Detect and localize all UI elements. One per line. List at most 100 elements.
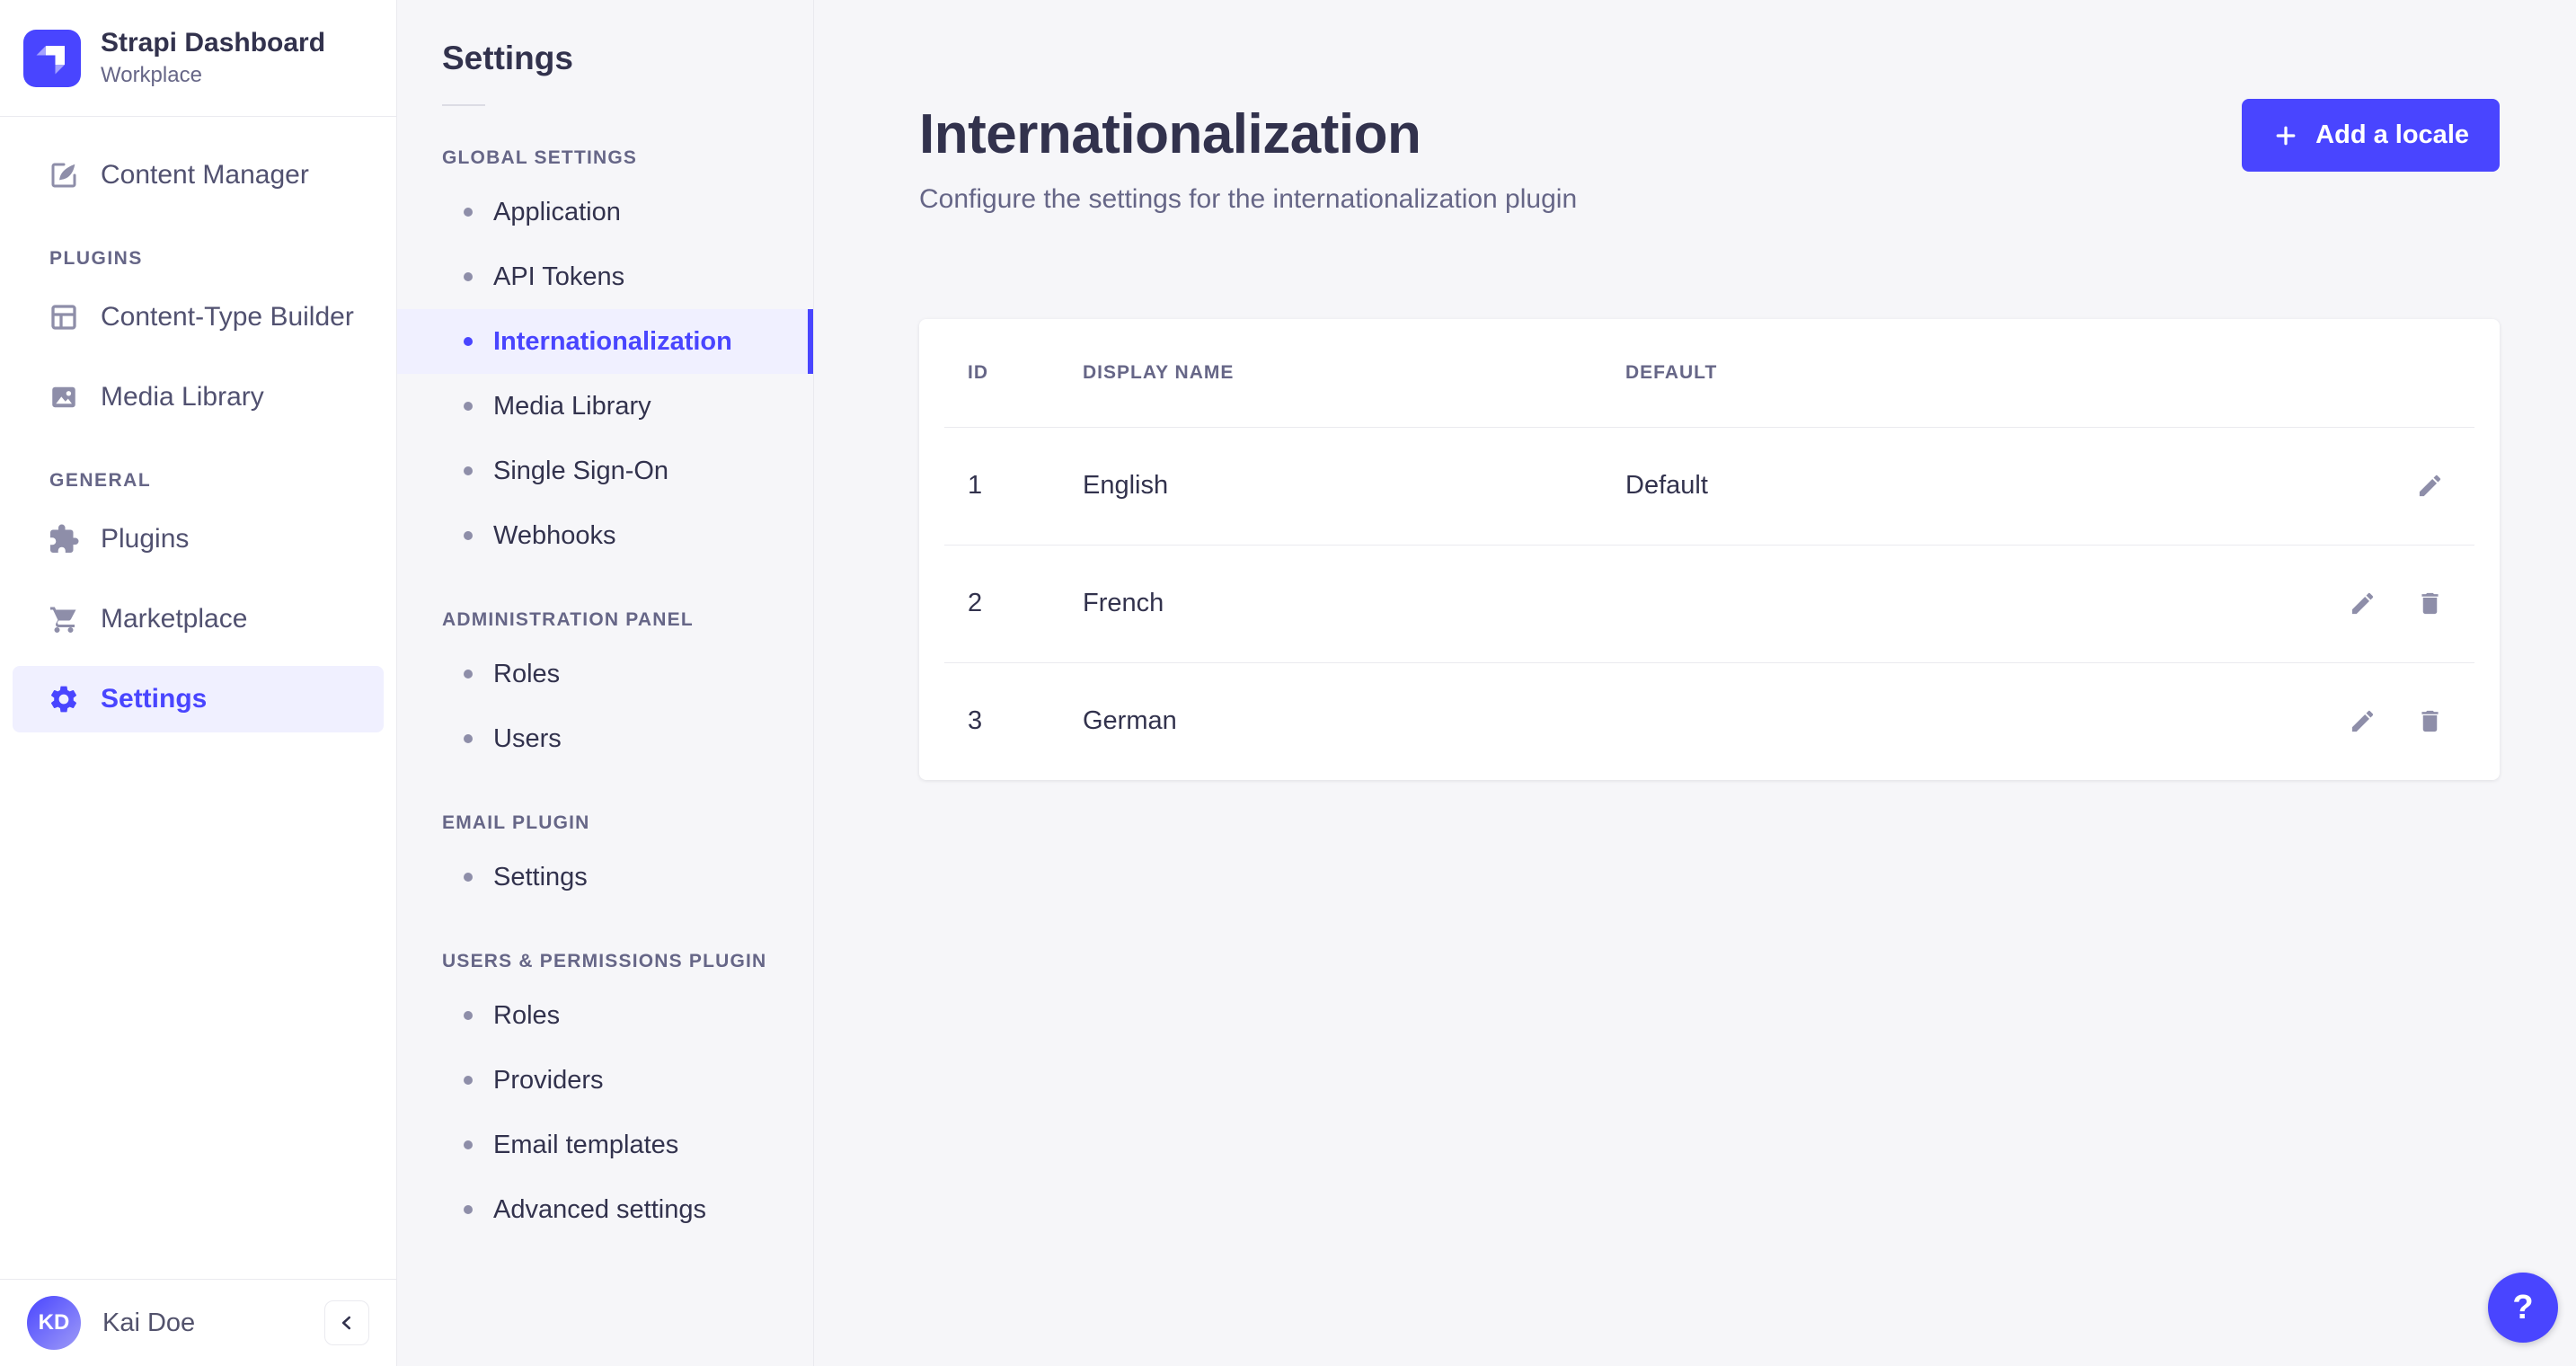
locale-id: 1 bbox=[968, 471, 983, 500]
nav-item-content-type-builder[interactable]: Content-Type Builder bbox=[13, 284, 384, 350]
locale-id: 3 bbox=[968, 706, 983, 735]
subnav-item-internationalization[interactable]: Internationalization bbox=[397, 309, 813, 374]
column-header-id: ID bbox=[968, 362, 988, 383]
table-header-row: ID DISPLAY NAME DEFAULT bbox=[919, 319, 2500, 427]
content-manager-icon bbox=[48, 159, 80, 191]
edit-icon bbox=[2349, 707, 2377, 735]
edit-locale-button[interactable] bbox=[2416, 472, 2444, 500]
nav-item-plugins[interactable]: Plugins bbox=[13, 506, 384, 572]
plus-icon bbox=[2272, 122, 2299, 149]
nav-item-label: Content-Type Builder bbox=[101, 302, 354, 332]
locales-table: ID DISPLAY NAME DEFAULT 1 English Defaul… bbox=[919, 319, 2500, 780]
bullet-dot bbox=[464, 272, 473, 281]
help-button[interactable]: ? bbox=[2488, 1273, 2558, 1343]
delete-icon bbox=[2416, 590, 2444, 617]
edit-icon bbox=[2416, 472, 2444, 500]
content-type-builder-icon bbox=[48, 301, 80, 333]
gear-icon bbox=[48, 683, 80, 715]
subnav-item-application[interactable]: Application bbox=[397, 180, 813, 244]
subnav-title: Settings bbox=[442, 40, 573, 76]
nav-item-label: Media Library bbox=[101, 382, 264, 412]
bullet-dot bbox=[464, 873, 473, 882]
subnav-item-providers[interactable]: Providers bbox=[397, 1048, 813, 1113]
nav-item-label: Content Manager bbox=[101, 160, 309, 190]
subnav-section-label: USERS & PERMISSIONS PLUGIN bbox=[442, 951, 767, 971]
nav-item-media-library[interactable]: Media Library bbox=[13, 364, 384, 430]
bullet-dot bbox=[464, 208, 473, 217]
table-row-english[interactable]: 1 English Default bbox=[919, 427, 2500, 545]
subnav-section-administration-panel: ADMINISTRATION PANEL Roles Users bbox=[397, 609, 813, 771]
subnav-section-email-plugin: EMAIL PLUGIN Settings bbox=[397, 812, 813, 909]
bullet-dot bbox=[464, 1076, 473, 1085]
subnav-section-label: EMAIL PLUGIN bbox=[442, 812, 590, 833]
subnav-item-webhooks[interactable]: Webhooks bbox=[397, 503, 813, 568]
locale-display-name: English bbox=[1083, 471, 1169, 500]
subnav-item-email-templates[interactable]: Email templates bbox=[397, 1113, 813, 1177]
main-sidebar: Strapi Dashboard Workplace Content Manag… bbox=[0, 0, 397, 1366]
main-content: Internationalization Configure the setti… bbox=[814, 0, 2576, 1366]
locale-id: 2 bbox=[968, 589, 983, 617]
edit-locale-button[interactable] bbox=[2349, 590, 2377, 617]
nav-item-content-manager[interactable]: Content Manager bbox=[13, 142, 384, 208]
nav-item-label: Settings bbox=[101, 684, 208, 714]
delete-locale-button[interactable] bbox=[2416, 707, 2444, 735]
subnav-item-media-library[interactable]: Media Library bbox=[397, 374, 813, 439]
subnav-section-label: GLOBAL SETTINGS bbox=[442, 147, 638, 168]
chevron-left-icon bbox=[335, 1311, 359, 1335]
table-row-french[interactable]: 2 French bbox=[919, 545, 2500, 662]
bullet-dot bbox=[464, 1205, 473, 1214]
locale-display-name: German bbox=[1083, 706, 1177, 735]
nav-item-marketplace[interactable]: Marketplace bbox=[13, 586, 384, 652]
delete-locale-button[interactable] bbox=[2416, 590, 2444, 617]
table-row-german[interactable]: 3 German bbox=[919, 662, 2500, 780]
user-name: Kai Doe bbox=[102, 1308, 196, 1337]
media-library-icon bbox=[48, 381, 80, 413]
bullet-dot bbox=[464, 734, 473, 743]
avatar[interactable]: KD bbox=[27, 1296, 81, 1350]
subnav-item-email-settings[interactable]: Settings bbox=[397, 845, 813, 909]
nav-item-label: Plugins bbox=[101, 524, 190, 554]
add-locale-label: Add a locale bbox=[2315, 120, 2469, 149]
subnav-divider bbox=[442, 104, 485, 106]
user-area: KD Kai Doe bbox=[0, 1279, 396, 1366]
bullet-dot bbox=[464, 337, 473, 346]
workspace-title: Strapi Dashboard bbox=[101, 27, 326, 58]
subnav-item-admin-users[interactable]: Users bbox=[397, 706, 813, 771]
column-header-default: DEFAULT bbox=[1625, 362, 1718, 383]
bullet-dot bbox=[464, 670, 473, 679]
bullet-dot bbox=[464, 1140, 473, 1149]
edit-icon bbox=[2349, 590, 2377, 617]
subnav-item-api-tokens[interactable]: API Tokens bbox=[397, 244, 813, 309]
bullet-dot bbox=[464, 531, 473, 540]
page-title: Internationalization bbox=[919, 103, 1421, 165]
nav-section-plugins: PLUGINS bbox=[49, 248, 143, 269]
row-actions bbox=[2246, 590, 2444, 617]
bullet-dot bbox=[464, 466, 473, 475]
page-header-text: Internationalization Configure the setti… bbox=[919, 102, 1577, 215]
workspace-switcher[interactable]: Strapi Dashboard Workplace bbox=[0, 0, 396, 117]
edit-locale-button[interactable] bbox=[2349, 707, 2377, 735]
subnav-section-global-settings: GLOBAL SETTINGS Application API Tokens I… bbox=[397, 147, 813, 568]
collapse-sidebar-button[interactable] bbox=[324, 1300, 369, 1345]
bullet-dot bbox=[464, 1011, 473, 1020]
main-nav: Content Manager PLUGINS Content-Type Bui… bbox=[0, 117, 396, 1279]
strapi-logo-icon bbox=[23, 29, 81, 87]
subnav-item-admin-roles[interactable]: Roles bbox=[397, 642, 813, 706]
delete-icon bbox=[2416, 707, 2444, 735]
nav-item-label: Marketplace bbox=[101, 604, 248, 634]
subnav-section-label: ADMINISTRATION PANEL bbox=[442, 609, 694, 630]
subnav-item-single-sign-on[interactable]: Single Sign-On bbox=[397, 439, 813, 503]
locale-display-name: French bbox=[1083, 589, 1164, 617]
workspace-subtitle: Workplace bbox=[101, 63, 202, 88]
puzzle-icon bbox=[48, 523, 80, 555]
nav-item-settings[interactable]: Settings bbox=[13, 666, 384, 732]
subnav-item-advanced-settings[interactable]: Advanced settings bbox=[397, 1177, 813, 1242]
add-locale-button[interactable]: Add a locale bbox=[2242, 99, 2500, 172]
subnav-item-up-roles[interactable]: Roles bbox=[397, 983, 813, 1048]
bullet-dot bbox=[464, 402, 473, 411]
cart-icon bbox=[48, 603, 80, 635]
subnav-section-users-permissions-plugin: USERS & PERMISSIONS PLUGIN Roles Provide… bbox=[397, 951, 813, 1242]
page-header: Internationalization Configure the setti… bbox=[919, 0, 2500, 215]
row-actions bbox=[2246, 707, 2444, 735]
nav-section-general: GENERAL bbox=[49, 470, 152, 491]
